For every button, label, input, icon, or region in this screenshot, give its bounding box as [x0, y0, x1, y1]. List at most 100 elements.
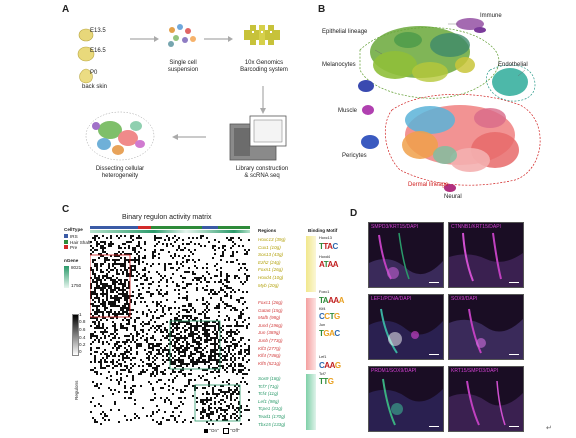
matrix-cell — [244, 409, 246, 411]
matrix-cell — [156, 289, 158, 291]
matrix-cell — [162, 349, 164, 351]
matrix-cell — [116, 269, 118, 271]
matrix-cell — [100, 405, 102, 407]
matrix-cell — [228, 317, 230, 319]
matrix-cell — [176, 359, 178, 361]
matrix-cell — [124, 311, 126, 313]
matrix-cell — [168, 349, 170, 351]
matrix-cell — [110, 255, 112, 257]
matrix-cell — [120, 263, 122, 265]
matrix-cell — [238, 331, 240, 333]
matrix-cell — [90, 361, 92, 363]
matrix-cell — [94, 265, 96, 267]
matrix-cell — [96, 373, 98, 375]
matrix-cell — [104, 415, 106, 417]
matrix-cell — [186, 323, 188, 325]
matrix-cell — [156, 243, 158, 245]
matrix-cell — [224, 409, 226, 411]
matrix-cell — [140, 283, 142, 285]
ngene-max: 8021 — [71, 265, 82, 270]
matrix-cell — [94, 321, 96, 323]
matrix-cell — [114, 403, 116, 405]
panel-d-letter: D — [350, 208, 358, 219]
matrix-cell — [214, 347, 216, 349]
matrix-cell — [180, 335, 182, 337]
matrix-cell — [92, 335, 94, 337]
matrix-cell — [214, 307, 216, 309]
matrix-cell — [100, 265, 102, 267]
matrix-cell — [142, 257, 144, 259]
matrix-cell — [150, 399, 152, 401]
matrix-cell — [246, 251, 248, 253]
matrix-cell — [118, 345, 120, 347]
matrix-cell — [102, 249, 104, 251]
matrix-cell — [196, 323, 198, 325]
matrix-cell — [118, 341, 120, 343]
matrix-cell — [126, 287, 128, 289]
matrix-cell — [174, 347, 176, 349]
matrix-cell — [124, 341, 126, 343]
matrix-cell — [216, 293, 218, 295]
matrix-cell — [200, 347, 202, 349]
matrix-cell — [238, 325, 240, 327]
motif-label: Lef1 — [319, 354, 327, 359]
matrix-cell — [110, 303, 112, 305]
matrix-cell — [120, 297, 122, 299]
matrix-cell — [228, 383, 230, 385]
matrix-cell — [128, 261, 130, 263]
matrix-cell — [136, 353, 138, 355]
matrix-cell — [196, 359, 198, 361]
matrix-cell — [246, 353, 248, 355]
matrix-cell — [114, 343, 116, 345]
matrix-cell — [170, 243, 172, 245]
matrix-cell — [136, 237, 138, 239]
matrix-cell — [138, 365, 140, 367]
matrix-cell — [126, 365, 128, 367]
matrix-cell — [148, 357, 150, 359]
matrix-cell — [120, 353, 122, 355]
matrix-cell — [182, 321, 184, 323]
matrix-cell — [204, 363, 206, 365]
matrix-cell — [196, 329, 198, 331]
matrix-cell — [114, 401, 116, 403]
matrix-cell — [192, 363, 194, 365]
matrix-cell — [90, 369, 92, 371]
matrix-cell — [102, 333, 104, 335]
matrix-cell — [156, 421, 158, 423]
matrix-cell — [116, 373, 118, 375]
matrix-cell — [92, 259, 94, 261]
matrix-cell — [122, 309, 124, 311]
matrix-cell — [158, 291, 160, 293]
matrix-cell — [138, 373, 140, 375]
matrix-cell — [186, 315, 188, 317]
matrix-cell — [178, 311, 180, 313]
matrix-cell — [132, 309, 134, 311]
matrix-cell — [240, 365, 242, 367]
matrix-cell — [242, 291, 244, 293]
panel-c-letter: C — [62, 204, 70, 215]
matrix-cell — [124, 415, 126, 417]
matrix-cell — [214, 349, 216, 351]
matrix-cell — [236, 419, 238, 421]
matrix-cell — [200, 361, 202, 363]
matrix-cell — [160, 371, 162, 373]
corner-mark: ↵ — [546, 425, 552, 432]
matrix-cell — [160, 249, 162, 251]
matrix-cell — [96, 295, 98, 297]
matrix-cell — [190, 353, 192, 355]
matrix-cell — [246, 373, 248, 375]
matrix-cell — [116, 317, 118, 319]
matrix-cell — [240, 267, 242, 269]
matrix-cell — [222, 367, 224, 369]
micrograph-label: CTNNB1/KRT15/DAPI — [451, 224, 501, 230]
matrix-cell — [186, 345, 188, 347]
matrix-cell — [102, 299, 104, 301]
matrix-cell — [150, 351, 152, 353]
matrix-cell — [158, 257, 160, 259]
matrix-cell — [106, 259, 108, 261]
matrix-cell — [126, 301, 128, 303]
matrix-cell — [164, 399, 166, 401]
matrix-cell — [198, 331, 200, 333]
matrix-cell — [216, 275, 218, 277]
matrix-cell — [176, 333, 178, 335]
